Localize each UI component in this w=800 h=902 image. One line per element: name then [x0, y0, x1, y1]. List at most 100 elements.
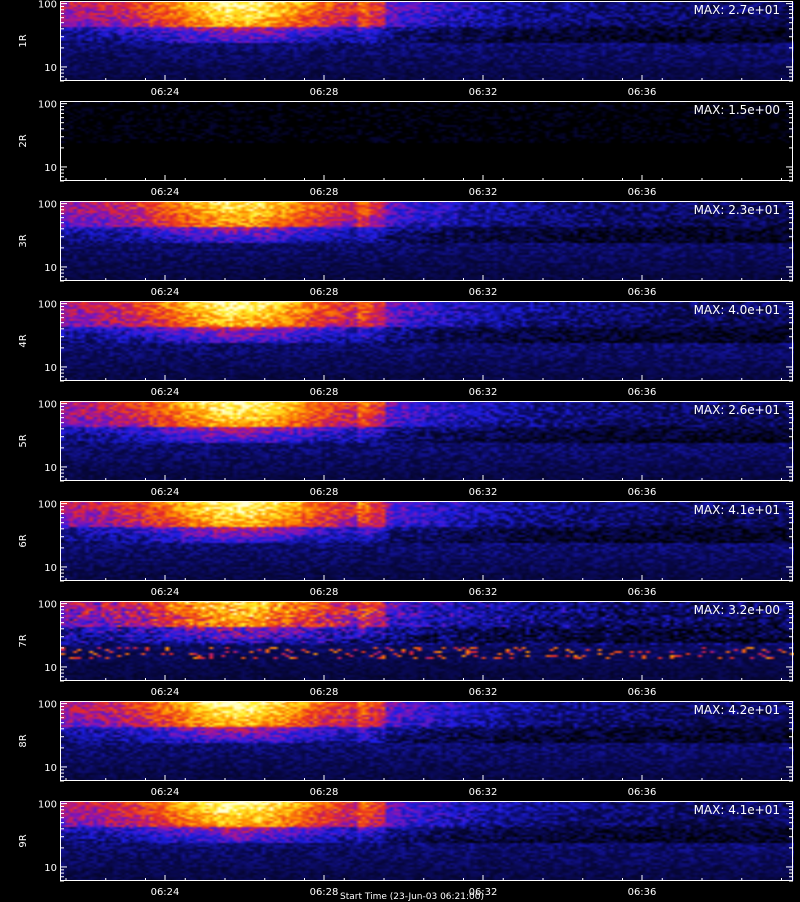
x-tick-label: 06:32: [469, 287, 498, 298]
x-tick-label: 06:24: [151, 687, 180, 698]
x-tick-label: 06:24: [151, 787, 180, 798]
heatmap-9R: [61, 801, 794, 881]
axes-4R: 10 100 06:24 06:28 06:32 06:36: [38, 300, 793, 398]
detector-label: 4R: [18, 334, 29, 348]
y-tick-label: 10: [44, 163, 57, 174]
max-value-label: MAX: 4.0e+01: [693, 303, 780, 317]
y-tick-label: 100: [38, 200, 57, 211]
x-tick-label: 06:32: [469, 587, 498, 598]
y-tick-label: 10: [44, 863, 57, 874]
y-tick-label: 10: [44, 263, 57, 274]
axes-5R: 10 100 06:24 06:28 06:32 06:36: [38, 400, 793, 498]
spectrogram-panel-1R: 10 100 06:24 06:28 06:32 06:36 1R MAX: 2.7e+01: [0, 0, 800, 101]
y-tick-label: 100: [38, 700, 57, 711]
spectrogram-panel-3R: 10 100 06:24 06:28 06:32 06:36 3R MAX: 2.3e+01: [0, 200, 800, 301]
spectrogram-panel-7R: 10 100 06:24 06:28 06:32 06:36 7R MAX: 3.2e+00: [0, 600, 800, 701]
x-tick-label: 06:24: [151, 487, 180, 498]
y-tick-label: 100: [38, 800, 57, 811]
detector-label: 7R: [18, 634, 29, 648]
x-tick-label: 06:36: [628, 87, 657, 98]
x-tick-label: 06:36: [628, 587, 657, 598]
max-value-label: MAX: 4.1e+01: [693, 503, 780, 517]
spectrogram-panel-6R: 10 100 06:24 06:28 06:32 06:36 6R MAX: 4.1e+01: [0, 500, 800, 601]
x-tick-label: 06:28: [310, 487, 339, 498]
max-value-label: MAX: 2.6e+01: [693, 403, 780, 417]
spectrogram-panel-4R: 10 100 06:24 06:28 06:32 06:36 4R MAX: 4.0e+01: [0, 300, 800, 401]
y-tick-label: 10: [44, 63, 57, 74]
heatmap-4R: [61, 301, 794, 381]
y-tick-label: 100: [38, 100, 57, 111]
x-tick-label: 06:36: [628, 387, 657, 398]
x-tick-label: 06:36: [628, 687, 657, 698]
detector-label: 1R: [18, 34, 29, 48]
x-tick-label: 06:28: [310, 887, 339, 898]
x-tick-label: 06:32: [469, 687, 498, 698]
x-tick-label: 06:28: [310, 587, 339, 598]
max-value-label: MAX: 3.2e+00: [693, 603, 780, 617]
max-value-label: MAX: 2.7e+01: [693, 3, 780, 17]
y-tick-label: 10: [44, 463, 57, 474]
detector-label: 3R: [18, 234, 29, 248]
y-tick-label: 10: [44, 763, 57, 774]
x-tick-label: 06:32: [469, 887, 498, 898]
detector-label: 6R: [18, 534, 29, 548]
detector-label: 2R: [18, 134, 29, 148]
x-tick-label: 06:28: [310, 87, 339, 98]
y-tick-label: 100: [38, 300, 57, 311]
y-tick-label: 10: [44, 363, 57, 374]
x-axis-footer-label: Start Time (23-Jun-03 06:21:00): [340, 892, 484, 902]
axes-1R: 10 100 06:24 06:28 06:32 06:36: [38, 0, 793, 98]
x-tick-label: 06:28: [310, 787, 339, 798]
x-tick-label: 06:36: [628, 787, 657, 798]
heatmap-5R: [61, 401, 794, 481]
max-value-label: MAX: 4.2e+01: [693, 703, 780, 717]
y-tick-label: 10: [44, 563, 57, 574]
x-tick-label: 06:28: [310, 687, 339, 698]
max-value-label: MAX: 4.1e+01: [693, 803, 780, 817]
x-tick-label: 06:28: [310, 187, 339, 198]
axes-2R: 10 100 06:24 06:28 06:32 06:36: [38, 100, 793, 198]
spectrogram-panel-2R: 10 100 06:24 06:28 06:32 06:36 2R MAX: 1.5e+00: [0, 100, 800, 201]
x-tick-label: 06:36: [628, 487, 657, 498]
axes-3R: 10 100 06:24 06:28 06:32 06:36: [38, 200, 793, 298]
heatmap-7R: [61, 601, 794, 681]
y-tick-label: 100: [38, 400, 57, 411]
axes-8R: 10 100 06:24 06:28 06:32 06:36: [38, 700, 793, 798]
x-tick-label: 06:32: [469, 187, 498, 198]
x-tick-label: 06:36: [628, 887, 657, 898]
x-tick-label: 06:36: [628, 187, 657, 198]
y-tick-label: 100: [38, 500, 57, 511]
x-tick-label: 06:32: [469, 387, 498, 398]
axes-9R: 10 100 06:24 06:28 06:32 06:36: [38, 800, 793, 898]
x-tick-label: 06:28: [310, 287, 339, 298]
axes-7R: 10 100 06:24 06:28 06:32 06:36: [38, 600, 793, 698]
heatmap-1R: [61, 1, 794, 81]
x-tick-label: 06:32: [469, 787, 498, 798]
x-tick-label: 06:24: [151, 887, 180, 898]
y-tick-label: 100: [38, 600, 57, 611]
x-tick-label: 06:28: [310, 387, 339, 398]
detector-label: 5R: [18, 434, 29, 448]
max-value-label: MAX: 2.3e+01: [693, 203, 780, 217]
x-tick-label: 06:24: [151, 187, 180, 198]
detector-label: 8R: [18, 734, 29, 748]
heatmap-8R: [61, 701, 794, 781]
heatmap-3R: [61, 201, 794, 281]
spectrogram-panel-5R: 10 100 06:24 06:28 06:32 06:36 5R MAX: 2.6e+01: [0, 400, 800, 501]
x-tick-label: 06:32: [469, 87, 498, 98]
y-tick-label: 10: [44, 663, 57, 674]
x-tick-label: 06:36: [628, 287, 657, 298]
x-tick-label: 06:32: [469, 487, 498, 498]
heatmap-2R: [61, 101, 794, 181]
x-tick-label: 06:24: [151, 287, 180, 298]
y-tick-label: 100: [38, 0, 57, 11]
spectrogram-panel-9R: 10 100 06:24 06:28 06:32 06:36 9R MAX: 4.1e+01: [0, 800, 800, 901]
axes-6R: 10 100 06:24 06:28 06:32 06:36: [38, 500, 793, 598]
heatmap-6R: [61, 501, 794, 581]
x-tick-label: 06:24: [151, 387, 180, 398]
spectrogram-panel-8R: 10 100 06:24 06:28 06:32 06:36 8R MAX: 4.2e+01: [0, 700, 800, 801]
detector-label: 9R: [18, 834, 29, 848]
x-tick-label: 06:24: [151, 87, 180, 98]
max-value-label: MAX: 1.5e+00: [693, 103, 780, 117]
